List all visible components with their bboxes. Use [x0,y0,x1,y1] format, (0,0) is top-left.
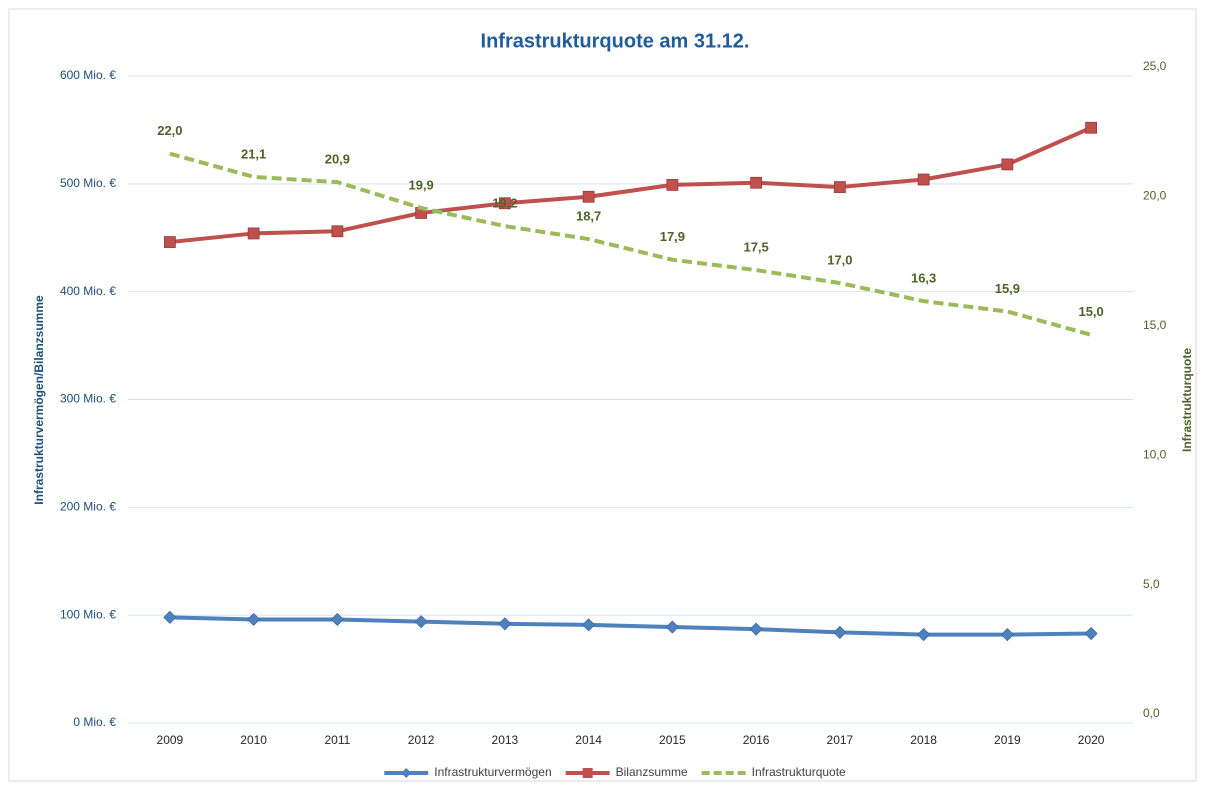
y-tick-label: 100 Mio. € [60,607,116,621]
data-point [414,615,428,629]
x-tick-label: 2010 [240,733,267,747]
data-point [1085,121,1098,134]
data-label: 16,3 [911,271,936,286]
data-label: 21,1 [241,146,266,161]
data-point [666,179,679,191]
data-point [917,173,930,186]
data-label: 17,5 [743,240,768,255]
data-point [665,620,679,634]
data-point [833,625,847,639]
chart-title: Infrastrukturquote am 31.12. [481,30,750,52]
data-label: 20,9 [325,152,350,167]
x-tick-label: 2013 [492,733,519,747]
x-tick-label: 2012 [408,733,435,747]
data-label: 15,0 [1078,304,1103,319]
data-point [247,227,260,240]
y-tick-label: 400 Mio. € [60,284,116,298]
data-point [330,612,344,627]
data-point [833,181,846,193]
y2-axis-label: Infrastrukturquote [1180,348,1194,452]
data-point [498,617,512,631]
x-tick-label: 2016 [743,733,770,747]
x-tick-label: 2015 [659,733,686,747]
data-point [498,197,511,210]
series-line [169,125,1092,245]
y2-tick-label: 5,0 [1143,577,1160,591]
series-line [169,151,1092,337]
data-point [750,176,763,189]
legend-label: Infrastrukturvermögen [434,765,551,779]
y2-tick-label: 0,0 [1143,706,1160,720]
data-label: 18,7 [576,208,601,223]
data-label: 15,9 [995,281,1020,296]
data-label: 19,2 [492,196,517,211]
data-point [749,622,763,636]
data-point [331,225,344,238]
y-axis-label: Infrastrukturvermögen/Bilanzsumme [32,295,46,505]
data-label: 17,0 [827,252,852,267]
data-point [582,190,595,203]
data-label: 17,9 [660,229,685,244]
data-point [247,612,261,627]
series-line [169,615,1092,637]
y2-tick-label: 15,0 [1143,318,1167,332]
y-tick-label: 200 Mio. € [60,500,116,514]
chart-border [8,8,1197,782]
data-point [163,610,177,624]
data-point [917,628,931,642]
y2-tick-label: 10,0 [1143,447,1167,461]
x-tick-label: 2011 [324,733,350,747]
y-tick-label: 500 Mio. € [60,176,116,190]
data-label: 19,9 [408,177,433,192]
y-tick-label: 0 Mio. € [73,715,116,729]
legend-marker [582,768,593,778]
x-tick-label: 2018 [910,733,937,747]
y2-tick-label: 20,0 [1143,189,1167,203]
legend-marker [401,768,412,778]
data-point [1001,158,1014,171]
data-point [1000,628,1014,642]
legend-label: Infrastrukturquote [752,765,846,779]
y-tick-label: 300 Mio. € [60,392,116,406]
data-label: 22,0 [157,123,182,138]
legend-label: Bilanzsumme [616,765,688,779]
x-tick-label: 2019 [994,733,1021,747]
y2-tick-label: 25,0 [1143,59,1167,73]
y-tick-label: 600 Mio. € [60,68,116,82]
x-tick-label: 2020 [1078,733,1105,747]
x-tick-label: 2009 [157,733,184,747]
data-point [582,618,596,632]
data-point [163,236,176,248]
data-point [1084,626,1098,641]
x-tick-label: 2017 [827,733,854,747]
x-tick-label: 2014 [575,733,602,747]
